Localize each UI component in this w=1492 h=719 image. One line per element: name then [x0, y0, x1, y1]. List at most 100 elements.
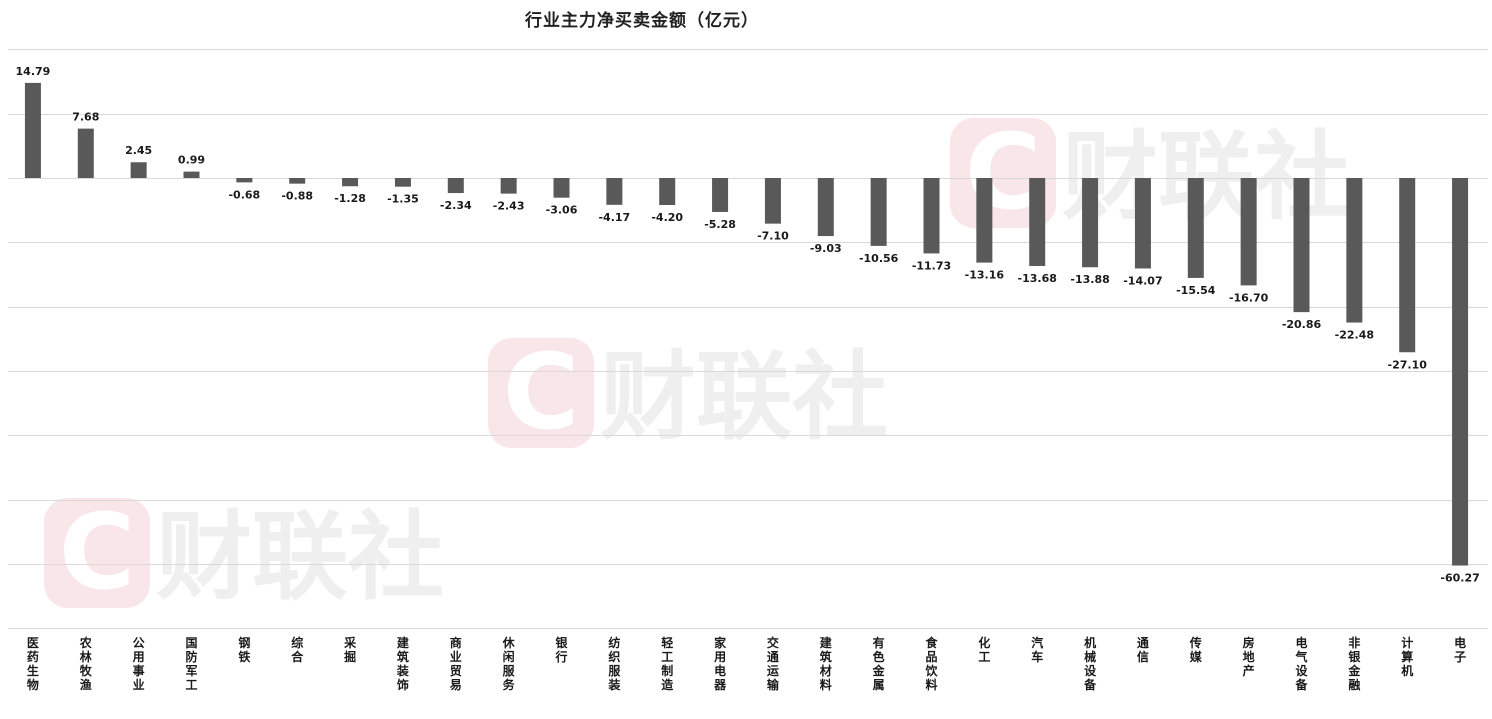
data-label: 2.45 [125, 144, 152, 157]
bar-建筑装饰 [394, 178, 411, 187]
x-tick-label: 有色金属 [872, 635, 886, 692]
x-tick-char: 械 [1084, 649, 1096, 664]
x-tick-label: 纺织服装 [607, 635, 621, 692]
bar-传媒 [1187, 178, 1204, 278]
x-tick-char: 媒 [1190, 649, 1203, 664]
x-tick-char: 计 [1401, 635, 1413, 650]
x-tick-char: 掘 [344, 649, 356, 664]
data-label: -3.06 [546, 204, 578, 217]
x-tick-char: 属 [873, 678, 885, 692]
x-tick-label: 家用电器 [713, 635, 727, 692]
x-tick-char: 输 [767, 677, 780, 692]
x-tick-char: 物 [27, 677, 39, 692]
x-tick-char: 用 [132, 650, 145, 664]
x-tick-label: 银行 [554, 635, 568, 664]
bar-建筑材料 [817, 178, 834, 237]
x-tick-char: 建 [396, 635, 410, 650]
x-tick-char: 事 [133, 663, 145, 678]
x-tick-label: 建筑装饰 [396, 635, 410, 692]
x-tick-char: 融 [1348, 677, 1360, 692]
data-label: 0.99 [178, 154, 205, 167]
bar-房地产 [1240, 178, 1257, 286]
x-tick-char: 传 [1189, 635, 1202, 650]
x-tick-char: 国 [185, 636, 197, 650]
watermark-brand-text: 财联社 [600, 341, 888, 453]
data-label: -1.35 [387, 193, 419, 206]
x-tick-label: 传媒 [1189, 635, 1203, 664]
data-label: 7.68 [72, 111, 99, 124]
x-tick-char: 易 [450, 678, 462, 692]
bar-公用事业 [130, 162, 147, 178]
x-tick-char: 电 [1295, 635, 1307, 650]
watermark-logo [488, 338, 594, 448]
data-label: -14.07 [1123, 274, 1162, 287]
x-tick-char: 综 [291, 635, 303, 650]
x-tick-char: 业 [133, 677, 145, 692]
x-tick-label: 钢铁 [238, 635, 250, 664]
x-tick-char: 色 [873, 649, 885, 664]
x-tick-char: 钢 [238, 635, 250, 650]
x-tick-char: 食 [924, 635, 938, 650]
x-tick-char: 筑 [397, 649, 409, 664]
x-tick-char: 牧 [80, 663, 93, 678]
x-tick-char: 通 [767, 649, 779, 664]
x-tick-char: 生 [27, 663, 39, 678]
bar-轻工制造 [659, 178, 676, 206]
x-tick-char: 银 [555, 635, 568, 650]
x-tick-char: 公 [133, 636, 145, 650]
x-tick-char: 子 [1454, 650, 1466, 664]
bar-国防军工 [183, 171, 200, 178]
x-tick-char: 银 [1348, 649, 1361, 664]
x-tick-char: 业 [450, 649, 462, 664]
data-label: -5.28 [704, 218, 736, 231]
data-label: -2.34 [440, 199, 472, 212]
data-label: -27.10 [1388, 358, 1428, 371]
data-label: -16.70 [1229, 291, 1269, 304]
x-tick-char: 地 [1243, 649, 1255, 664]
data-label: -1.28 [334, 192, 366, 205]
x-tick-char: 工 [185, 678, 197, 692]
x-tick-char: 林 [80, 649, 92, 664]
x-tick-char: 设 [1295, 663, 1308, 678]
data-label: -11.73 [912, 259, 951, 272]
bar-非银金融 [1346, 178, 1363, 323]
x-tick-label: 汽车 [1031, 635, 1043, 664]
watermark-logo [44, 498, 150, 608]
data-label: -22.48 [1335, 329, 1374, 342]
x-tick-char: 工 [661, 650, 673, 664]
x-tick-char: 金 [1347, 663, 1361, 678]
x-tick-label: 房地产 [1243, 635, 1255, 678]
x-tick-char: 务 [503, 677, 516, 692]
bar-计算机 [1399, 178, 1416, 353]
x-tick-char: 有 [873, 635, 885, 650]
x-tick-char: 运 [767, 664, 779, 678]
bar-医药生物 [24, 82, 41, 178]
x-tick-label: 公用事业 [132, 636, 145, 692]
bar-食品饮料 [923, 178, 940, 254]
x-tick-char: 车 [1031, 649, 1043, 664]
bar-电气设备 [1293, 178, 1310, 313]
watermark-brand-text: 财联社 [156, 501, 444, 613]
x-tick-char: 渔 [80, 677, 92, 692]
bar-银行 [553, 178, 570, 198]
x-tick-char: 农 [79, 635, 92, 650]
x-tick-char: 用 [713, 650, 726, 664]
x-tick-char: 筑 [820, 649, 832, 664]
chart-title: 行业主力净买卖金额（亿元） [525, 11, 759, 31]
x-tick-char: 医 [27, 636, 39, 650]
x-tick-char: 铁 [238, 649, 250, 664]
x-tick-char: 器 [713, 678, 727, 692]
data-label: -2.43 [493, 200, 525, 213]
x-tick-char: 造 [661, 677, 674, 692]
x-tick-char: 化 [978, 635, 990, 650]
x-tick-label: 食品饮料 [924, 635, 938, 692]
x-tick-char: 织 [608, 649, 620, 664]
x-tick-char: 信 [1137, 649, 1149, 664]
bar-汽车 [1029, 178, 1046, 266]
data-label: 14.79 [16, 65, 51, 78]
data-label: -0.68 [228, 188, 260, 201]
x-tick-char: 房 [1243, 635, 1255, 650]
x-tick-char: 家 [714, 635, 727, 650]
data-label: -60.27 [1440, 572, 1479, 585]
data-label: -0.88 [281, 190, 313, 203]
